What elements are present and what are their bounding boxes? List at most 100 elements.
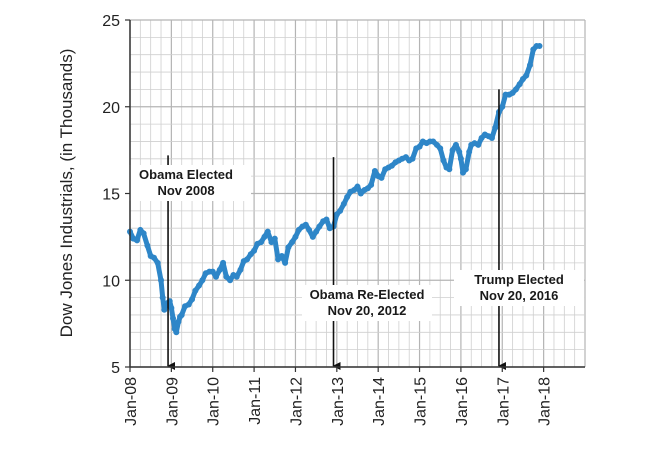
x-tick-label: Jan-14 <box>371 377 388 426</box>
axes: 5 10 15 20 25 Jan-08 Jan-09 Jan-10 Jan-11 Jan-12 J… <box>102 13 585 426</box>
data-point <box>475 141 482 148</box>
data-point <box>340 200 347 207</box>
data-point <box>168 305 175 312</box>
data-point <box>158 277 165 284</box>
annotation-label: Trump Elected <box>474 272 564 287</box>
data-point <box>278 252 285 259</box>
data-point <box>499 103 506 110</box>
data-point <box>264 228 271 235</box>
data-point <box>456 148 463 155</box>
annotation-label: Nov 20, 2016 <box>480 288 559 303</box>
data-point <box>302 221 309 228</box>
data-point <box>251 247 258 254</box>
annotation-label: Obama Re-Elected <box>310 287 425 302</box>
data-point <box>292 233 299 240</box>
data-point <box>440 157 447 164</box>
data-point <box>512 86 519 93</box>
data-point <box>323 216 330 223</box>
data-point <box>409 155 416 162</box>
data-point <box>462 166 469 173</box>
data-point <box>523 72 530 79</box>
data-point <box>261 233 268 240</box>
y-tick-label: 20 <box>102 100 120 117</box>
annotation-box <box>454 270 584 306</box>
data-point <box>154 259 161 266</box>
x-tick-label: Jan-17 <box>495 377 512 426</box>
data-point <box>199 277 206 284</box>
annotation-box <box>121 165 251 201</box>
x-tick-label: Jan-18 <box>537 377 554 426</box>
y-tick-label: 25 <box>102 13 120 30</box>
data-point <box>457 155 464 162</box>
data-point <box>536 43 543 50</box>
data-point <box>416 143 423 150</box>
data-point <box>526 62 533 69</box>
data-point <box>175 318 182 325</box>
data-point <box>306 226 313 233</box>
data-point <box>337 207 344 214</box>
y-tick-label: 10 <box>102 273 120 290</box>
data-point <box>282 259 289 266</box>
data-point <box>446 166 453 173</box>
annotation-label: Obama Elected <box>139 167 233 182</box>
x-tick-label: Jan-08 <box>123 377 140 426</box>
data-point <box>237 266 244 273</box>
data-point <box>209 268 216 275</box>
y-tick-label: 5 <box>111 360 120 377</box>
data-point <box>378 174 385 181</box>
series-layer <box>127 43 543 336</box>
data-point <box>289 239 296 246</box>
data-point <box>466 148 473 155</box>
data-point <box>488 134 495 141</box>
data-point <box>452 141 459 148</box>
data-point <box>344 193 351 200</box>
data-point <box>144 242 151 249</box>
data-point <box>233 273 240 280</box>
data-point <box>227 277 234 284</box>
annotation-box <box>302 285 432 321</box>
data-point <box>244 256 251 263</box>
data-point <box>220 259 227 266</box>
x-tick-label: Jan-13 <box>330 377 347 426</box>
annotation-label: Nov 20, 2012 <box>328 303 407 318</box>
data-point <box>192 287 199 294</box>
x-tick-label: Jan-12 <box>288 377 305 426</box>
data-point <box>316 223 323 230</box>
data-point <box>213 273 220 280</box>
y-tick-label: 15 <box>102 187 120 204</box>
data-point <box>173 329 180 336</box>
y-axis-title: Dow Jones Industrials, (in Thousands) <box>57 49 76 338</box>
x-tick-label: Jan-09 <box>164 377 181 426</box>
data-point <box>313 228 320 235</box>
data-point <box>437 145 444 152</box>
data-point <box>170 315 177 322</box>
data-point <box>492 124 499 131</box>
data-point <box>178 311 185 318</box>
data-point <box>368 181 375 188</box>
data-point <box>134 237 141 244</box>
data-point <box>516 81 523 88</box>
x-tick-label: Jan-10 <box>206 377 223 426</box>
data-point <box>150 254 157 261</box>
data-point <box>189 296 196 303</box>
data-point <box>271 235 278 242</box>
annotation-label: Nov 2008 <box>157 183 214 198</box>
data-point <box>285 244 292 251</box>
data-point <box>216 266 223 273</box>
data-point <box>196 282 203 289</box>
data-point <box>354 183 361 190</box>
data-point <box>309 233 316 240</box>
x-tick-label: Jan-11 <box>247 377 264 425</box>
x-tick-label: Jan-16 <box>454 377 471 426</box>
data-point <box>159 294 166 301</box>
data-point <box>161 306 168 313</box>
x-tick-label: Jan-15 <box>413 377 430 426</box>
data-point <box>185 301 192 308</box>
data-point <box>140 230 147 237</box>
data-point <box>258 239 265 246</box>
data-point <box>449 147 456 154</box>
data-point <box>371 167 378 174</box>
